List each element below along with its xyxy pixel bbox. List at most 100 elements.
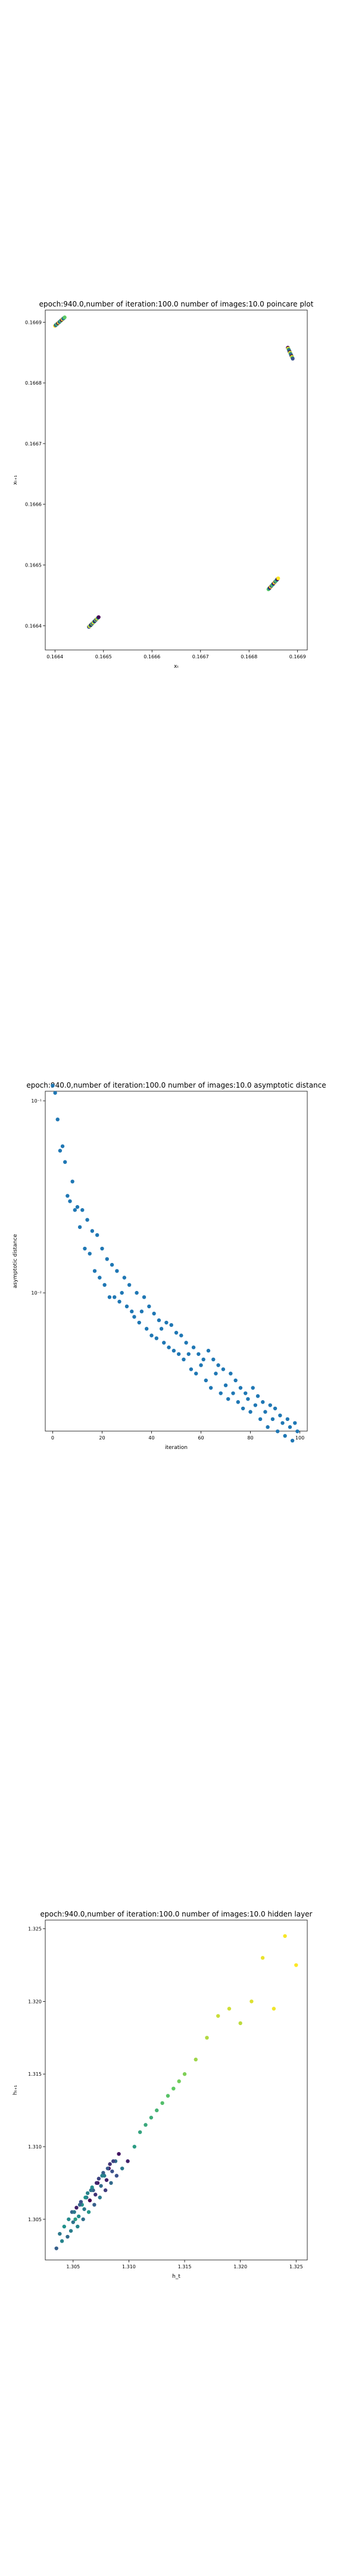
data-point	[293, 1421, 297, 1425]
data-point	[226, 1397, 230, 1401]
data-point	[75, 1205, 80, 1209]
data-point	[147, 1304, 151, 1309]
data-point	[186, 1352, 191, 1356]
data-point	[77, 2203, 82, 2207]
data-point	[241, 1406, 245, 1411]
data-point	[211, 1357, 216, 1362]
data-point	[100, 1246, 104, 1251]
y-tick-label: 0.1666	[25, 502, 42, 507]
y-axis-label: hₜ₊₁	[13, 2085, 18, 2095]
data-point	[71, 2220, 76, 2224]
data-point	[104, 2178, 109, 2182]
data-point	[92, 1269, 97, 1273]
data-point	[167, 1345, 171, 1349]
data-point	[85, 1218, 89, 1222]
x-tick-label: 1.325	[289, 2264, 303, 2270]
data-point	[182, 1357, 186, 1362]
data-point	[221, 1367, 226, 1371]
data-point	[266, 1425, 270, 1429]
data-point	[110, 2169, 114, 2174]
data-point	[166, 2094, 170, 2098]
data-point	[258, 1417, 263, 1422]
y-tick-label: 1.320	[28, 1999, 42, 2004]
data-point	[142, 1295, 146, 1299]
data-point	[85, 2191, 90, 2196]
data-point	[88, 2198, 92, 2203]
data-point	[152, 1311, 156, 1316]
data-point	[108, 2162, 112, 2166]
data-point	[189, 1367, 194, 1371]
data-point	[236, 1400, 240, 1404]
data-point	[288, 1425, 292, 1429]
data-point	[95, 1233, 99, 1237]
data-point	[205, 2036, 209, 2040]
y-axis-label: asymptotic distance	[13, 1234, 18, 1288]
data-point	[117, 1299, 121, 1304]
plot-frame	[45, 1919, 308, 2261]
data-point	[139, 1309, 144, 1314]
data-point	[127, 1283, 132, 1287]
data-point	[92, 2203, 96, 2207]
data-point	[94, 2181, 99, 2185]
data-point	[214, 1371, 218, 1376]
data-point	[80, 1208, 85, 1212]
data-point	[62, 2224, 67, 2229]
data-point	[184, 1340, 188, 1345]
data-point	[83, 1246, 87, 1251]
data-point	[96, 2176, 101, 2181]
data-point	[130, 1309, 134, 1314]
data-point	[110, 1262, 114, 1267]
data-point	[96, 615, 101, 620]
data-point	[238, 1386, 243, 1390]
data-point	[55, 1117, 60, 1122]
x-axis-label: h_t	[172, 2274, 180, 2280]
data-point	[115, 1269, 119, 1273]
data-point	[159, 1327, 164, 1331]
data-point	[83, 2196, 88, 2200]
data-point	[120, 2166, 124, 2171]
x-tick-label: 40	[148, 1435, 154, 1441]
data-point	[272, 2007, 276, 2011]
data-point	[76, 2214, 81, 2219]
data-point	[191, 1345, 196, 1349]
y-tick-label: 0.1668	[25, 380, 42, 386]
data-point	[182, 2072, 187, 2076]
data-point	[149, 2116, 154, 2120]
data-point	[88, 1252, 92, 1256]
data-point	[90, 2185, 94, 2190]
data-point	[199, 1363, 203, 1367]
x-tick-label: 1.310	[122, 2264, 136, 2270]
data-point	[89, 2188, 93, 2193]
x-tick-label: 0.1668	[241, 654, 257, 660]
data-point	[137, 1320, 141, 1325]
data-point	[231, 1391, 235, 1395]
y-tick-label: 1.310	[28, 2144, 42, 2150]
data-point	[66, 2234, 70, 2239]
data-point	[90, 1229, 95, 1233]
data-point	[250, 1999, 254, 2004]
data-point	[219, 1391, 223, 1395]
data-point	[174, 1330, 179, 1335]
data-point	[194, 2057, 198, 2062]
data-point	[283, 1934, 287, 1938]
data-point	[105, 1257, 109, 1261]
data-point	[216, 1363, 220, 1367]
x-tick-label: 1.305	[66, 2264, 80, 2270]
data-point	[77, 1225, 82, 1230]
y-tick-label: 1.305	[28, 2217, 42, 2222]
x-tick-label: 100	[295, 1435, 304, 1441]
data-point	[135, 1290, 139, 1295]
x-tick-label: 0	[51, 1435, 54, 1441]
y-axis-label: xₜ₊₁	[13, 475, 18, 485]
data-point	[263, 1410, 267, 1414]
data-point	[273, 1406, 277, 1411]
x-tick-label: 0.1667	[192, 654, 209, 660]
x-axis-label: xₜ	[174, 664, 179, 670]
data-point	[162, 1340, 166, 1345]
poincare-plot: epoch:940.0,number of iteration:100.0 nu…	[13, 300, 314, 670]
data-point	[63, 315, 67, 320]
asymptotic-distance-plot: epoch:940.0,number of iteration:100.0 nu…	[13, 1081, 326, 1451]
data-point	[114, 2174, 119, 2178]
data-point	[144, 1327, 149, 1331]
data-point	[176, 1352, 181, 1356]
